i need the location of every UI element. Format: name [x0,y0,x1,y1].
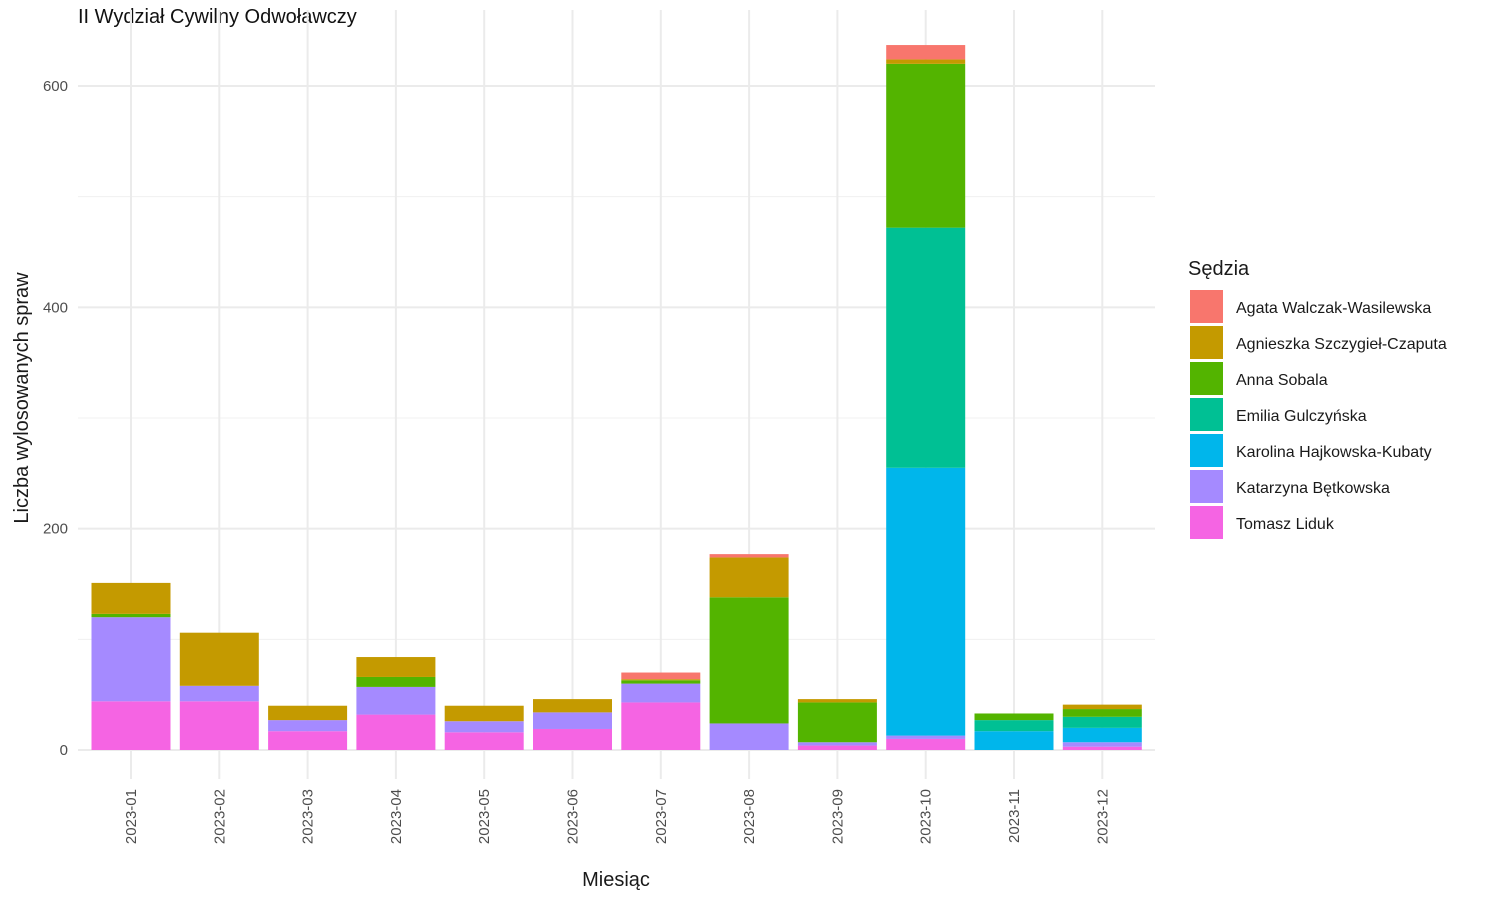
legend-swatch [1190,362,1223,395]
chart-title: II Wydział Cywilny Odwoławczy [78,6,357,28]
bar-segment [974,720,1054,732]
x-tick-label: 2023-07 [653,789,670,844]
bar-segment [797,702,877,743]
legend-swatch [1190,506,1223,539]
bar-segment [356,714,436,750]
legend-label: Tomasz Liduk [1236,516,1335,533]
bar-segment [1062,746,1142,750]
bar-segment [1062,742,1142,747]
bar-segment [797,742,877,746]
bar-segment [91,582,171,614]
y-axis-ticks: 0 200 400 600 [43,78,68,759]
bar-segment [444,732,524,750]
bar-segment [179,685,259,702]
legend-swatch [1190,290,1223,323]
x-tick-label: 2023-11 [1006,789,1023,843]
x-tick-label: 2023-06 [565,789,582,844]
legend-label: Anna Sobala [1236,372,1328,389]
bar-segment [179,632,259,686]
bar-segment [709,557,789,598]
y-tick-label: 400 [43,299,68,316]
x-tick-label: 2023-01 [123,789,140,844]
x-axis-title: Miesiąc [582,869,650,891]
bar-segment [356,657,436,677]
bar-segment [444,705,524,722]
bar-segment [621,680,701,684]
bar-segment [797,699,877,703]
bar-segment [621,702,701,750]
bar-segment [268,705,348,721]
y-tick-label: 200 [43,521,68,538]
bar-segment [533,712,612,729]
bar-segment [709,554,789,558]
bar-segment [1062,727,1142,743]
bar-segment [621,679,701,681]
x-tick-label: 2023-03 [300,789,317,844]
bar-segment [974,713,1054,721]
legend-label: Agnieszka Szczygieł-Czaputa [1236,336,1447,353]
bar-segment [91,617,171,702]
legend-swatch [1190,434,1223,467]
bar-segment [886,735,966,739]
legend-title: Sędzia [1188,258,1250,280]
bar-segment [533,699,612,713]
bar-segment [91,613,171,618]
x-axis-ticks: 2023-01 2023-02 2023-03 2023-04 2023-05 2023-… [123,789,1111,844]
x-tick-label: 2023-05 [476,789,493,844]
bar-segment [886,59,966,64]
x-tick-label: 2023-12 [1094,789,1111,844]
bar-segment [886,467,966,736]
bar-segment [621,683,701,703]
bar-segment [797,745,877,750]
bar-segment [444,721,524,733]
legend-swatch [1190,398,1223,431]
bar-segment [1062,704,1142,710]
bar-segment [179,701,259,750]
bar-segment [621,672,701,680]
x-tick-label: 2023-04 [388,789,405,844]
bar-segment [91,701,171,750]
legend-label: Emilia Gulczyńska [1236,408,1367,425]
x-tick-label: 2023-10 [918,789,935,844]
bar-segment [268,731,348,750]
y-tick-label: 600 [43,78,68,95]
y-tick-label: 0 [60,742,68,759]
legend-swatch [1190,470,1223,503]
bar-segment [1062,709,1142,717]
legend-label: Agata Walczak-Wasilewska [1236,300,1431,317]
bar-segment [886,227,966,468]
bar-segment [886,63,966,228]
bars [91,45,1142,750]
legend-swatch [1190,326,1223,359]
bar-segment [709,597,789,724]
y-axis-title: Liczba wylosowanych spraw [11,272,33,524]
x-tick-label: 2023-08 [741,789,758,844]
x-tick-label: 2023-09 [829,789,846,844]
bar-segment [356,686,436,715]
bar-segment [1062,716,1142,728]
bar-segment [268,720,348,732]
bar-segment [974,731,1054,750]
bar-segment [533,728,612,750]
bar-segment [886,45,966,60]
x-tick-label: 2023-02 [211,789,228,844]
bar-segment [356,676,436,687]
legend-label: Karolina Hajkowska-Kubaty [1236,444,1432,461]
legend-label: Katarzyna Bętkowska [1236,480,1390,497]
bar-segment [709,723,789,750]
legend: Sędzia Agata Walczak-Wasilewska Agnieszka… [1188,258,1447,539]
bar-segment [886,738,966,750]
